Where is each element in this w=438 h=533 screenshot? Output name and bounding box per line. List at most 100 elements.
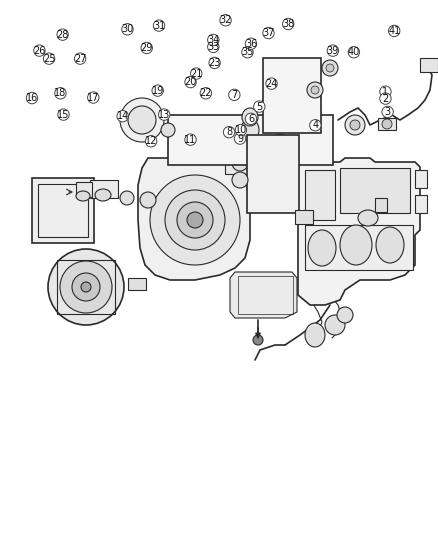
Ellipse shape — [161, 123, 175, 137]
Ellipse shape — [81, 282, 91, 292]
Ellipse shape — [95, 189, 111, 201]
Text: 9: 9 — [237, 134, 243, 143]
Circle shape — [153, 20, 165, 31]
Circle shape — [380, 86, 391, 98]
Ellipse shape — [242, 108, 258, 126]
Circle shape — [26, 92, 38, 104]
Circle shape — [310, 119, 321, 131]
Ellipse shape — [350, 120, 360, 130]
Bar — [415, 195, 427, 213]
Text: 19: 19 — [152, 86, 164, 95]
Circle shape — [209, 57, 220, 69]
Bar — [305, 170, 335, 220]
Circle shape — [34, 45, 45, 56]
Ellipse shape — [337, 307, 353, 323]
Ellipse shape — [187, 212, 203, 228]
Text: 17: 17 — [87, 93, 99, 102]
Text: 14: 14 — [117, 111, 129, 121]
Ellipse shape — [241, 119, 259, 141]
Circle shape — [43, 53, 55, 64]
Text: 26: 26 — [33, 46, 46, 55]
Ellipse shape — [177, 202, 213, 238]
Circle shape — [235, 124, 247, 136]
Text: 21: 21 — [190, 69, 202, 78]
Text: 22: 22 — [200, 88, 212, 98]
Bar — [38, 184, 88, 237]
Text: 5: 5 — [256, 102, 262, 111]
Ellipse shape — [382, 119, 392, 129]
Circle shape — [185, 76, 196, 88]
Ellipse shape — [307, 82, 323, 98]
Ellipse shape — [358, 210, 378, 226]
Bar — [90, 180, 118, 198]
Circle shape — [185, 134, 196, 146]
Text: 30: 30 — [121, 25, 134, 34]
Ellipse shape — [72, 273, 100, 301]
Ellipse shape — [165, 190, 225, 250]
Circle shape — [200, 87, 212, 99]
Bar — [76, 182, 92, 197]
Text: 11: 11 — [184, 135, 197, 144]
Circle shape — [245, 38, 257, 50]
Text: 1: 1 — [382, 87, 389, 96]
Text: 27: 27 — [74, 54, 86, 63]
Text: 13: 13 — [158, 110, 170, 119]
Ellipse shape — [140, 192, 156, 208]
Circle shape — [245, 113, 257, 125]
Text: 31: 31 — [153, 21, 165, 30]
Circle shape — [191, 68, 202, 79]
Circle shape — [254, 101, 265, 112]
Bar — [340, 168, 410, 213]
Bar — [305, 225, 413, 270]
Ellipse shape — [48, 249, 124, 325]
Ellipse shape — [60, 261, 112, 313]
Ellipse shape — [325, 315, 345, 335]
Circle shape — [380, 93, 391, 104]
Text: 12: 12 — [145, 136, 157, 146]
Text: 18: 18 — [54, 88, 67, 98]
Text: 3: 3 — [385, 107, 391, 117]
Bar — [32, 178, 94, 243]
Ellipse shape — [326, 64, 334, 72]
Circle shape — [208, 41, 219, 53]
Text: 2: 2 — [382, 94, 389, 103]
Circle shape — [122, 23, 133, 35]
Circle shape — [88, 92, 99, 103]
Bar — [375, 198, 387, 212]
Text: 38: 38 — [282, 19, 294, 29]
Circle shape — [229, 89, 240, 101]
Circle shape — [389, 25, 400, 37]
Circle shape — [152, 85, 163, 96]
Text: 6: 6 — [248, 114, 254, 124]
Text: 4: 4 — [312, 120, 318, 130]
Bar — [168, 115, 333, 165]
Text: 7: 7 — [231, 90, 237, 100]
Text: 15: 15 — [57, 110, 70, 119]
Ellipse shape — [311, 86, 319, 94]
Circle shape — [55, 87, 66, 99]
Text: 23: 23 — [208, 58, 221, 68]
Text: 16: 16 — [26, 93, 38, 103]
Text: 8: 8 — [226, 127, 232, 137]
Circle shape — [159, 109, 170, 120]
Text: 33: 33 — [207, 42, 219, 52]
Ellipse shape — [253, 335, 263, 345]
Text: 28: 28 — [57, 30, 69, 39]
Text: 35: 35 — [241, 47, 254, 57]
Ellipse shape — [120, 98, 164, 142]
Ellipse shape — [260, 138, 276, 158]
Text: 41: 41 — [388, 26, 400, 36]
Circle shape — [348, 46, 360, 58]
Circle shape — [208, 34, 219, 46]
Ellipse shape — [376, 227, 404, 263]
Circle shape — [266, 78, 277, 90]
Bar — [238, 276, 293, 314]
Circle shape — [145, 135, 157, 147]
Circle shape — [327, 45, 339, 56]
Text: 24: 24 — [265, 79, 278, 88]
Bar — [415, 170, 427, 188]
Ellipse shape — [305, 323, 325, 347]
Circle shape — [57, 29, 68, 41]
Ellipse shape — [150, 175, 240, 265]
Bar — [378, 118, 396, 130]
